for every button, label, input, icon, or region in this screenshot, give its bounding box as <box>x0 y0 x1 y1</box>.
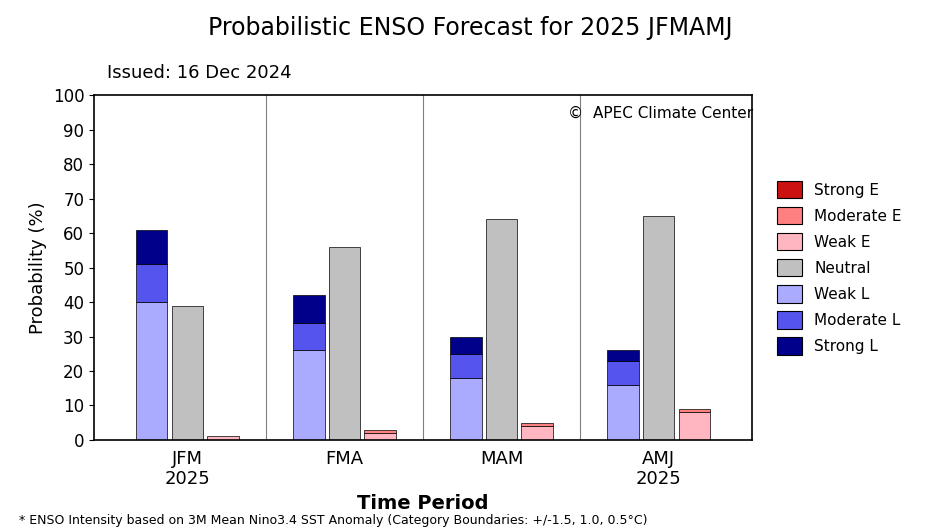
Bar <box>136 264 167 302</box>
Bar <box>171 305 203 440</box>
Bar <box>607 350 639 360</box>
Bar <box>293 323 324 350</box>
Bar <box>486 219 517 440</box>
Text: ©  APEC Climate Center: © APEC Climate Center <box>568 106 753 121</box>
Bar <box>643 216 675 440</box>
Legend: Strong E, Moderate E, Weak E, Neutral, Weak L, Moderate L, Strong L: Strong E, Moderate E, Weak E, Neutral, W… <box>773 176 906 359</box>
Bar <box>450 378 481 440</box>
Bar <box>329 247 360 440</box>
Bar <box>522 423 553 426</box>
Bar <box>365 433 396 440</box>
Bar <box>293 295 324 323</box>
Text: Probabilistic ENSO Forecast for 2025 JFMAMJ: Probabilistic ENSO Forecast for 2025 JFM… <box>208 16 732 40</box>
Bar <box>450 337 481 354</box>
X-axis label: Time Period: Time Period <box>357 494 489 513</box>
Bar <box>136 230 167 264</box>
Bar <box>607 360 639 385</box>
Text: * ENSO Intensity based on 3M Mean Nino3.4 SST Anomaly (Category Boundaries: +/-1: * ENSO Intensity based on 3M Mean Nino3.… <box>19 514 648 527</box>
Text: Issued: 16 Dec 2024: Issued: 16 Dec 2024 <box>107 64 291 82</box>
Y-axis label: Probability (%): Probability (%) <box>29 201 47 334</box>
Bar <box>136 302 167 440</box>
Bar <box>365 429 396 433</box>
Bar <box>679 412 710 440</box>
Bar <box>607 385 639 440</box>
Bar <box>679 409 710 412</box>
Bar <box>522 426 553 440</box>
Bar <box>207 437 239 440</box>
Bar <box>450 354 481 378</box>
Bar <box>293 350 324 440</box>
